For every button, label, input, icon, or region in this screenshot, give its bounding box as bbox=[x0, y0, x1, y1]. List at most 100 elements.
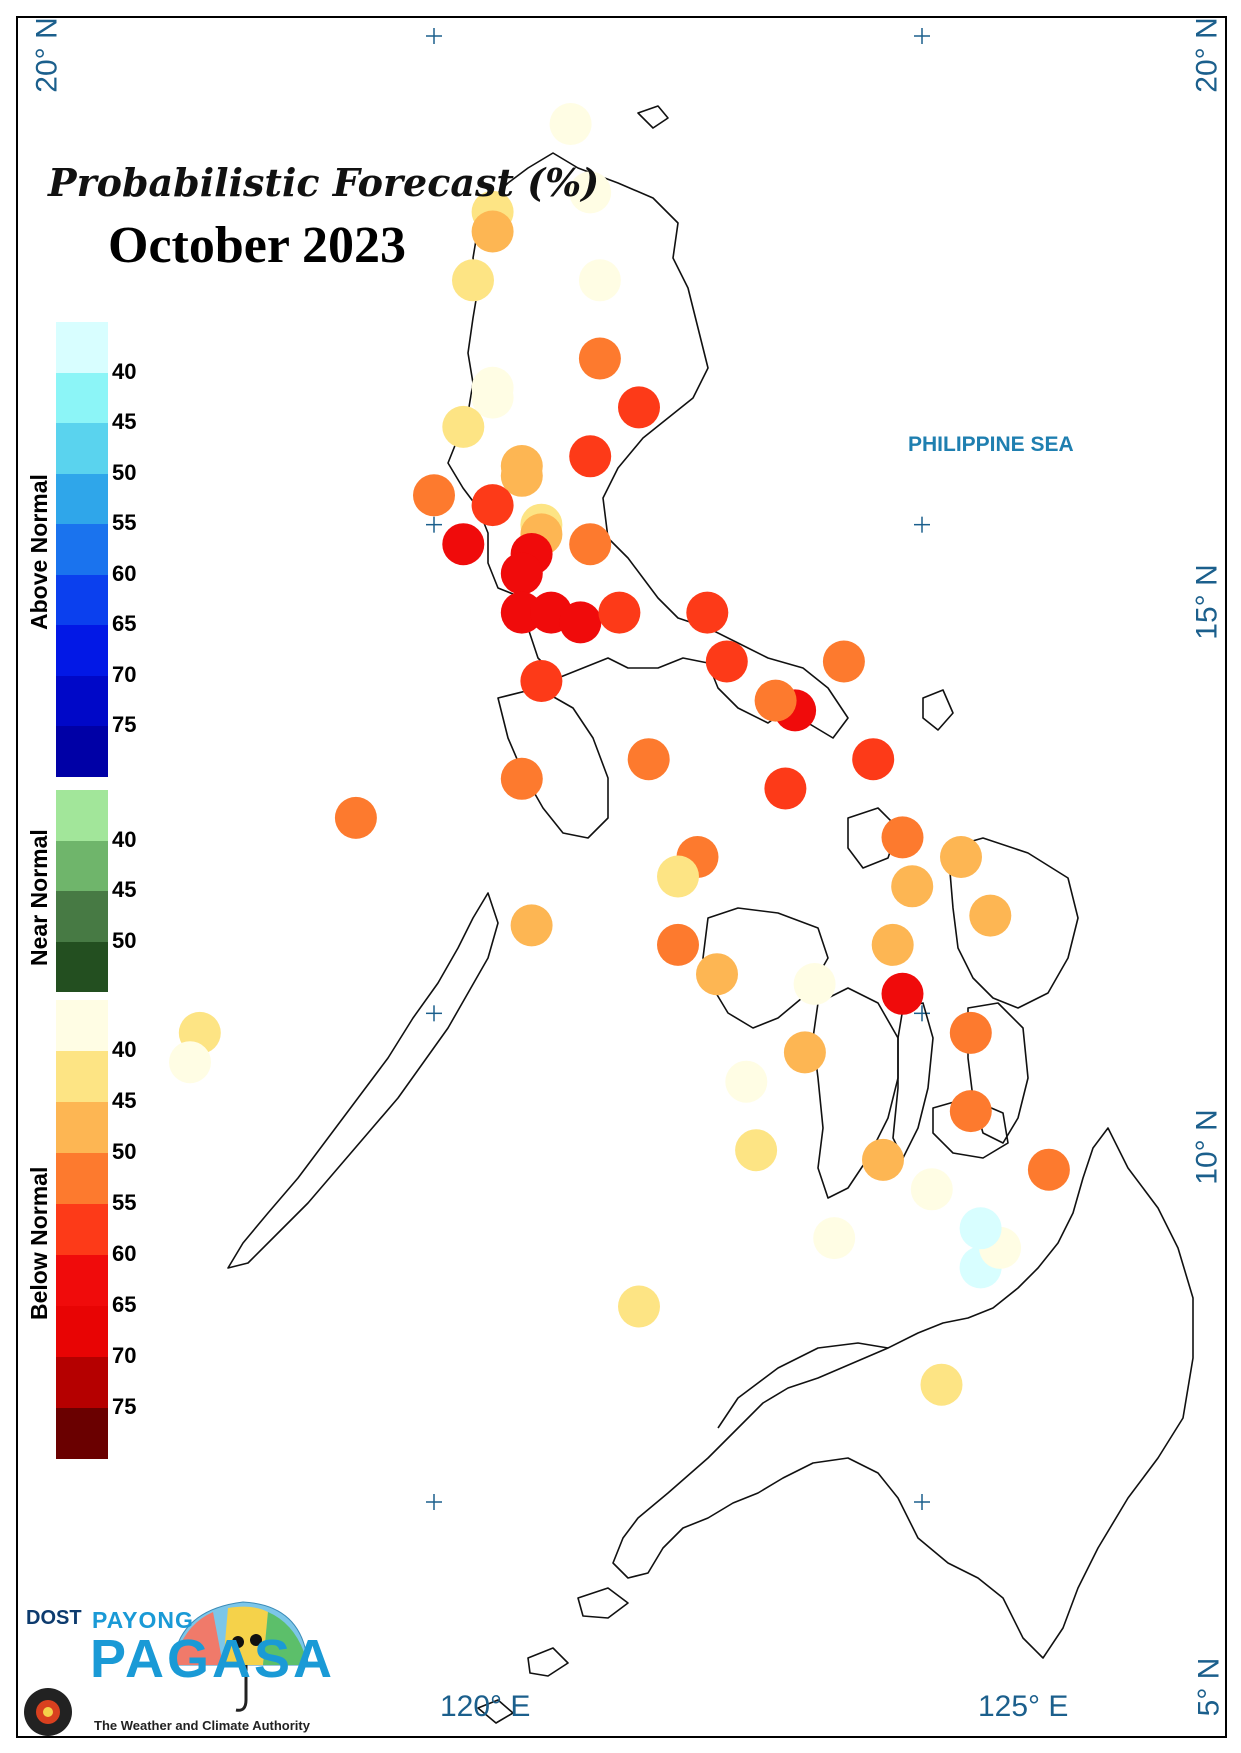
station-marker bbox=[500, 552, 543, 595]
lon-label-120: 120° E bbox=[440, 1690, 531, 1723]
legend-tick-label: 50 bbox=[112, 1139, 137, 1164]
legend-swatch bbox=[56, 891, 108, 942]
station-marker bbox=[452, 259, 494, 302]
station-marker bbox=[891, 865, 934, 908]
map-canvas bbox=[169, 28, 1194, 1724]
station-marker bbox=[549, 103, 592, 145]
legend-swatch bbox=[56, 675, 108, 726]
legend-swatch bbox=[56, 1306, 108, 1357]
legend-swatch bbox=[56, 1408, 108, 1459]
station-marker bbox=[559, 601, 602, 644]
lat-label-20-left: 20° N bbox=[30, 17, 64, 93]
station-marker bbox=[940, 836, 982, 878]
station-marker bbox=[881, 972, 924, 1015]
station-markers bbox=[169, 103, 1070, 1406]
station-marker bbox=[793, 963, 836, 1005]
station-marker bbox=[813, 1217, 856, 1260]
legend-swatch bbox=[56, 1204, 108, 1255]
coast-zamboanga bbox=[717, 1342, 889, 1429]
legend-tick-label: 75 bbox=[112, 1394, 137, 1419]
station-marker bbox=[442, 405, 485, 448]
legend-tick-label: 70 bbox=[112, 661, 137, 687]
legend-swatch bbox=[56, 1000, 108, 1051]
station-marker bbox=[657, 923, 699, 966]
legend-tick-label: 75 bbox=[112, 712, 137, 737]
coast-sulu-3 bbox=[477, 1699, 514, 1724]
station-marker bbox=[618, 1285, 660, 1328]
station-marker bbox=[949, 1090, 992, 1133]
coast-leyte bbox=[967, 1002, 1029, 1144]
legend-tick-label: 60 bbox=[112, 560, 137, 586]
legend-tick-label: 45 bbox=[112, 409, 137, 434]
station-marker bbox=[949, 1011, 992, 1054]
coast-negros bbox=[812, 987, 899, 1199]
station-marker bbox=[920, 1363, 963, 1406]
legend-tick-label: 45 bbox=[112, 877, 137, 902]
legend-tick-label: 65 bbox=[112, 611, 137, 636]
coast-samar bbox=[947, 837, 1079, 1009]
legend-swatch bbox=[56, 524, 108, 575]
station-marker bbox=[657, 855, 699, 898]
legend-tick-label: 50 bbox=[112, 459, 137, 485]
station-marker bbox=[471, 484, 514, 527]
station-marker bbox=[598, 591, 641, 634]
station-marker bbox=[1027, 1148, 1070, 1191]
station-marker bbox=[696, 953, 738, 996]
station-marker bbox=[852, 738, 895, 781]
legend-above-title: Above Normal bbox=[26, 474, 52, 630]
station-marker bbox=[959, 1207, 1002, 1250]
station-marker bbox=[822, 640, 865, 683]
station-marker bbox=[442, 523, 485, 566]
station-marker bbox=[881, 816, 924, 859]
station-marker bbox=[618, 386, 660, 429]
station-marker bbox=[510, 904, 553, 947]
logo-brand-main: PAGASA bbox=[90, 1629, 336, 1689]
coast-sulu-1 bbox=[577, 1587, 629, 1619]
legend-swatch bbox=[56, 372, 108, 423]
logo-agency: DOST bbox=[26, 1607, 82, 1629]
logo-brand-top: PAYONG bbox=[92, 1607, 194, 1633]
station-marker bbox=[520, 660, 563, 702]
station-marker bbox=[705, 640, 748, 683]
grid-crosses bbox=[426, 28, 930, 1510]
legend-tick-label: 55 bbox=[112, 1190, 137, 1215]
station-marker bbox=[334, 796, 377, 839]
station-marker bbox=[754, 679, 797, 722]
map-frame: Probabilistic Forecast (%) October 2023 … bbox=[16, 16, 1227, 1738]
legend-swatch bbox=[56, 1102, 108, 1153]
station-marker bbox=[471, 210, 514, 253]
station-marker bbox=[871, 923, 914, 966]
legend-swatch bbox=[56, 423, 108, 474]
coast-catanduanes bbox=[922, 689, 954, 731]
coast-luzon bbox=[447, 152, 849, 739]
legend-swatch bbox=[56, 941, 108, 992]
legend-swatch bbox=[56, 790, 108, 841]
legend-swatch bbox=[56, 726, 108, 777]
legend-tick-label: 45 bbox=[112, 1088, 137, 1113]
legend-swatch bbox=[56, 574, 108, 625]
station-marker bbox=[569, 171, 612, 214]
station-marker bbox=[686, 591, 729, 634]
logo-tagline: The Weather and Climate Authority bbox=[94, 1718, 310, 1733]
legend-tick-label: 40 bbox=[112, 358, 137, 384]
station-marker bbox=[569, 523, 612, 566]
station-marker bbox=[725, 1060, 768, 1103]
coast-masbate bbox=[847, 807, 899, 869]
station-marker bbox=[910, 1168, 953, 1211]
legend-tick-label: 70 bbox=[112, 1343, 137, 1368]
station-marker bbox=[500, 757, 543, 800]
lat-label-5: 5° N bbox=[1192, 1657, 1226, 1717]
legend-swatch bbox=[56, 1255, 108, 1306]
station-marker bbox=[735, 1129, 778, 1172]
legend-tick-label: 40 bbox=[112, 1037, 137, 1062]
legend-tick-label: 65 bbox=[112, 1292, 137, 1317]
pagasa-logo bbox=[24, 1601, 309, 1736]
legend-tick-label: 55 bbox=[112, 510, 137, 535]
legend-tick-label: 60 bbox=[112, 1241, 137, 1266]
station-marker bbox=[969, 894, 1012, 937]
station-marker bbox=[500, 591, 543, 634]
coast-babuyan bbox=[637, 105, 669, 129]
coast-palawan bbox=[227, 892, 499, 1269]
legend-tick-label: 50 bbox=[112, 927, 137, 953]
legend-swatch bbox=[56, 1153, 108, 1204]
